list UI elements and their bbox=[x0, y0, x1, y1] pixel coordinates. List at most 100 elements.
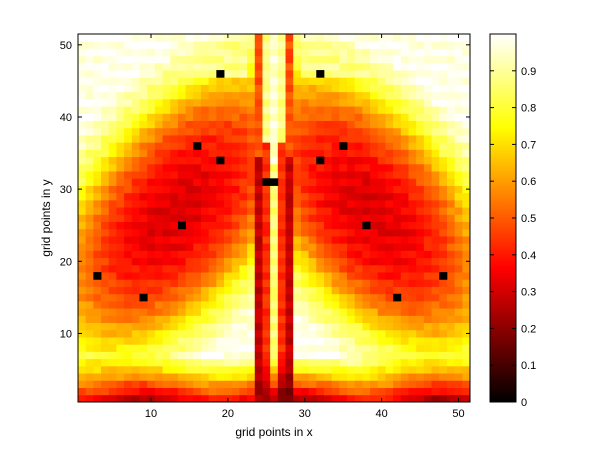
heatmap-cell bbox=[239, 127, 248, 136]
heatmap-cell bbox=[446, 308, 456, 316]
heatmap-cell bbox=[154, 70, 163, 78]
heatmap-cell bbox=[147, 120, 156, 129]
heatmap-cell bbox=[385, 120, 394, 129]
heatmap-cell bbox=[316, 243, 325, 251]
heatmap-cell bbox=[162, 77, 171, 85]
heatmap-cell bbox=[408, 351, 417, 360]
heatmap-cell bbox=[300, 322, 309, 331]
heatmap-cell bbox=[331, 34, 340, 42]
heatmap-cell bbox=[423, 106, 432, 114]
heatmap-cell bbox=[431, 315, 440, 324]
heatmap-cell bbox=[231, 300, 240, 309]
heatmap-cell bbox=[385, 55, 394, 64]
heatmap-cell bbox=[416, 272, 425, 280]
heatmap-cell bbox=[93, 113, 102, 121]
heatmap-cell bbox=[285, 34, 294, 42]
heatmap-cell bbox=[216, 329, 225, 338]
heatmap-cell bbox=[270, 264, 279, 273]
heatmap-cell bbox=[431, 48, 440, 57]
heatmap-cell bbox=[347, 113, 356, 121]
heatmap-cell bbox=[231, 91, 240, 100]
heatmap-cell bbox=[85, 120, 94, 129]
heatmap-cell bbox=[347, 135, 356, 143]
heatmap-cell bbox=[339, 178, 348, 186]
heatmap-cell bbox=[462, 236, 471, 244]
heatmap-cell bbox=[400, 329, 409, 338]
heatmap-cell bbox=[370, 135, 379, 143]
heatmap-cell bbox=[454, 199, 463, 208]
heatmap-cell bbox=[454, 315, 463, 324]
marker-cell bbox=[216, 156, 225, 165]
heatmap-cell bbox=[147, 329, 156, 338]
heatmap-cell bbox=[247, 243, 256, 251]
heatmap-cell bbox=[431, 84, 440, 93]
colorbar-tick-label: 0.2 bbox=[521, 323, 536, 335]
heatmap-cell bbox=[270, 207, 279, 215]
heatmap-cell bbox=[439, 185, 448, 194]
heatmap-cell bbox=[200, 34, 210, 42]
heatmap-cell bbox=[339, 358, 348, 367]
heatmap-cell bbox=[316, 135, 325, 143]
heatmap-cell bbox=[431, 272, 440, 280]
heatmap-cell bbox=[108, 142, 117, 150]
heatmap-cell bbox=[254, 236, 263, 244]
heatmap-cell bbox=[93, 373, 102, 381]
heatmap-cell bbox=[154, 344, 163, 352]
heatmap-cell bbox=[185, 127, 194, 136]
heatmap-cell bbox=[339, 91, 348, 100]
heatmap-cell bbox=[400, 308, 409, 316]
heatmap-cell bbox=[170, 77, 179, 85]
heatmap-cell bbox=[254, 106, 263, 114]
heatmap-cell bbox=[247, 120, 256, 129]
heatmap-cell bbox=[231, 178, 240, 186]
heatmap-cell bbox=[262, 358, 271, 367]
heatmap-cell bbox=[339, 257, 348, 266]
heatmap-cell bbox=[270, 315, 279, 324]
heatmap-cell bbox=[385, 221, 394, 230]
heatmap-cell bbox=[347, 77, 356, 85]
heatmap-cell bbox=[254, 214, 263, 223]
heatmap-cell bbox=[177, 228, 187, 237]
heatmap-cell bbox=[185, 149, 194, 158]
heatmap-cell bbox=[354, 300, 363, 309]
heatmap-cell bbox=[423, 120, 432, 129]
heatmap-cell bbox=[377, 257, 386, 266]
heatmap-cell bbox=[247, 236, 256, 244]
heatmap-cell bbox=[93, 120, 102, 129]
heatmap-cell bbox=[200, 84, 210, 93]
heatmap-cell bbox=[416, 322, 425, 331]
heatmap-cell bbox=[177, 322, 187, 331]
heatmap-cell bbox=[439, 163, 448, 172]
heatmap-cell bbox=[331, 149, 340, 158]
heatmap-cell bbox=[208, 142, 217, 150]
heatmap-cell bbox=[400, 77, 409, 85]
heatmap-cell bbox=[216, 171, 225, 179]
heatmap-cell bbox=[185, 264, 194, 273]
heatmap-cell bbox=[193, 286, 202, 295]
heatmap-cell bbox=[162, 91, 171, 100]
heatmap-cell bbox=[177, 365, 187, 374]
heatmap-cell bbox=[131, 214, 140, 223]
heatmap-cell bbox=[408, 120, 417, 129]
heatmap-cell bbox=[208, 48, 217, 57]
x-tick-label: 40 bbox=[375, 408, 387, 420]
heatmap-cell bbox=[254, 149, 263, 158]
heatmap-cell bbox=[331, 41, 340, 49]
heatmap-cell bbox=[193, 120, 202, 129]
heatmap-cell bbox=[370, 293, 379, 302]
heatmap-cell bbox=[300, 142, 309, 150]
heatmap-cell bbox=[101, 77, 110, 85]
heatmap-cell bbox=[170, 84, 179, 93]
heatmap-cell bbox=[431, 178, 440, 186]
heatmap-cell bbox=[446, 344, 456, 352]
heatmap-cell bbox=[285, 149, 294, 158]
heatmap-cell bbox=[362, 178, 371, 186]
heatmap-cell bbox=[116, 286, 125, 295]
heatmap-cell bbox=[408, 142, 417, 150]
heatmap-cell bbox=[385, 264, 394, 273]
heatmap-cell bbox=[193, 272, 202, 280]
heatmap-cell bbox=[385, 243, 394, 251]
heatmap-cell bbox=[446, 77, 456, 85]
heatmap-cell bbox=[177, 315, 187, 324]
heatmap-cell bbox=[454, 214, 463, 223]
